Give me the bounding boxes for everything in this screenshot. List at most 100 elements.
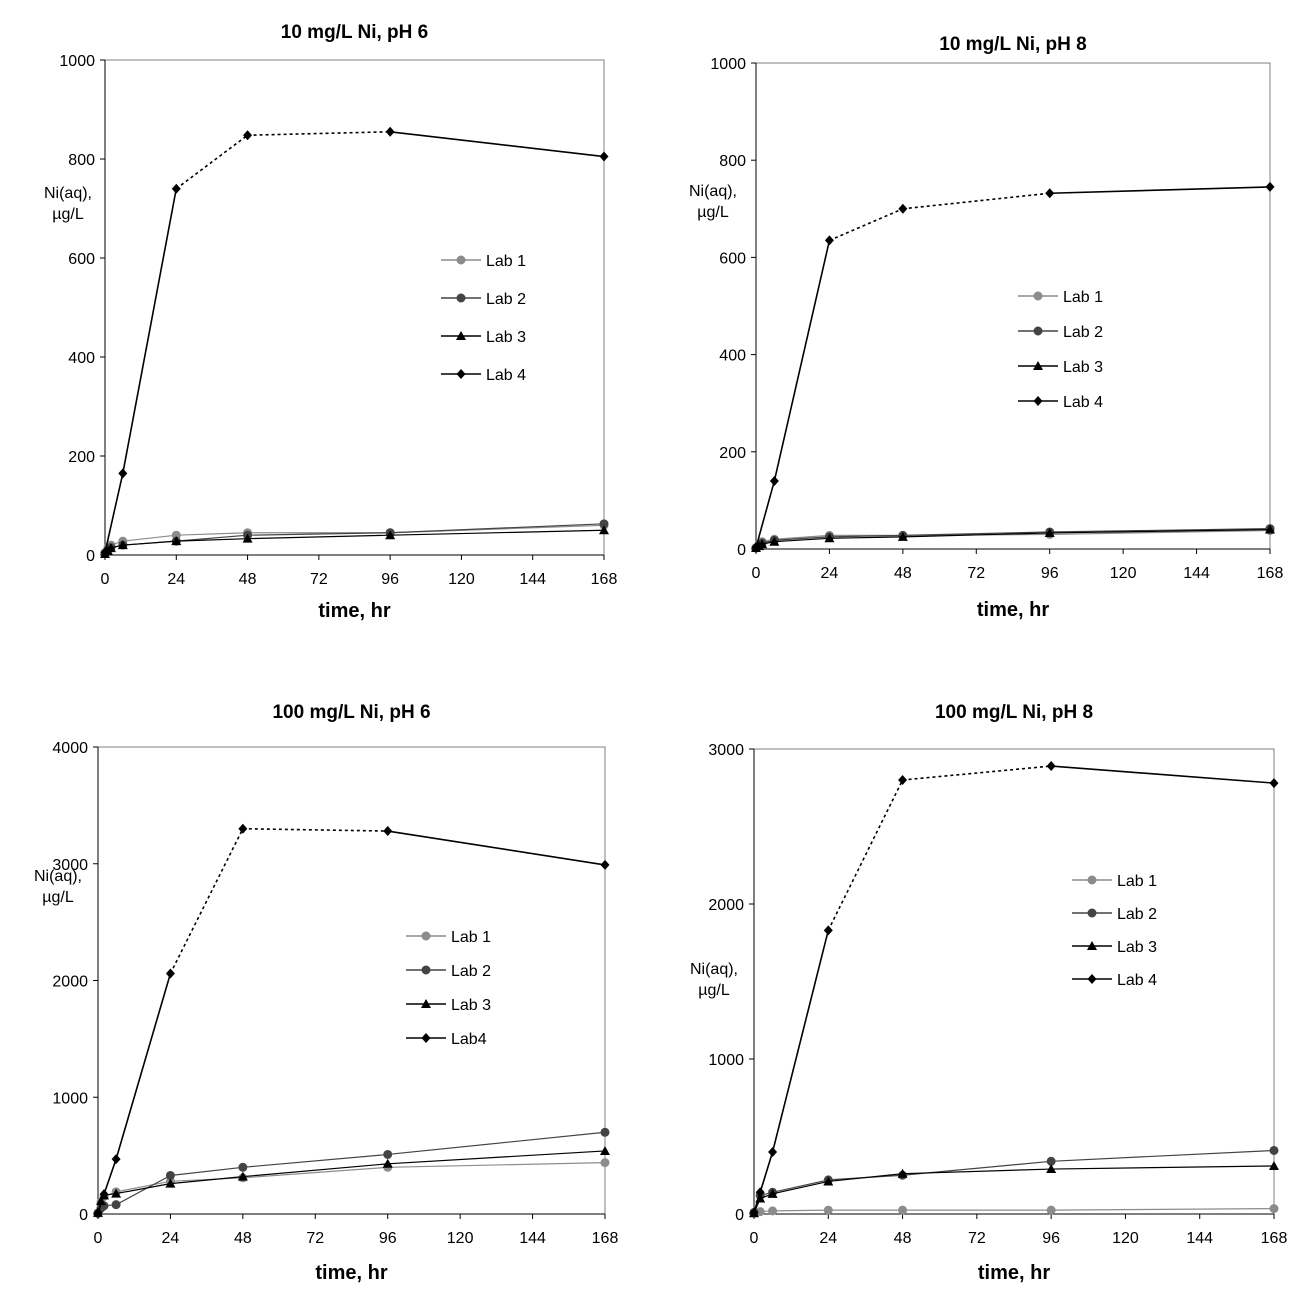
series-line-segment	[390, 523, 605, 534]
x-tick-label: 144	[1186, 1230, 1213, 1247]
series-line-segment	[1051, 765, 1275, 784]
data-point	[1269, 778, 1279, 789]
x-tick-label: 144	[1183, 565, 1210, 582]
data-point	[1269, 1204, 1279, 1214]
series-line-segment	[772, 1209, 829, 1212]
data-point	[105, 543, 116, 553]
x-tick-label: 168	[591, 571, 618, 588]
y-tick-label: 3000	[708, 742, 744, 759]
series-lab-4	[749, 761, 1279, 1218]
legend-marker	[421, 1033, 431, 1043]
data-point	[600, 1127, 610, 1137]
data-point	[383, 826, 393, 837]
series-line-segment	[774, 534, 830, 540]
data-point	[1269, 1160, 1279, 1170]
series-line-segment	[902, 765, 1052, 781]
series-lab-3	[100, 525, 609, 559]
data-point	[898, 1205, 908, 1215]
y-tick-label: 1000	[710, 56, 746, 73]
series-line-segment	[390, 130, 605, 158]
data-point	[823, 925, 833, 936]
series-line-segment	[772, 1180, 829, 1195]
chart-svg: 0 24 48 72 96 120 144 168 0 200 400 600 800 1000 10 mg…	[44, 22, 618, 622]
y-tick-label: 600	[68, 251, 95, 268]
series-line-segment	[247, 130, 391, 137]
y-axis-label: Ni(aq),	[34, 868, 82, 885]
y-axis-label: µg/L	[697, 204, 729, 221]
x-tick-label: 120	[448, 571, 475, 588]
series-line-segment	[242, 1166, 388, 1179]
series-line-segment	[755, 480, 776, 548]
series-line-segment	[759, 1151, 774, 1193]
series-line-segment	[175, 134, 249, 190]
legend-marker	[456, 255, 466, 265]
series-line-segment	[104, 473, 124, 553]
legend-marker	[1033, 396, 1043, 406]
legend-marker	[1087, 974, 1097, 984]
data-point	[897, 1168, 908, 1178]
legend-marker	[456, 369, 466, 379]
series-line-segment	[902, 192, 1050, 210]
data-point	[1046, 761, 1056, 772]
series-line-segment	[1051, 1149, 1275, 1162]
y-axis-label: µg/L	[42, 889, 74, 906]
data-point	[99, 1189, 109, 1200]
data-point	[165, 968, 175, 979]
x-tick-label: 24	[162, 1230, 180, 1247]
series-line-segment	[170, 1166, 243, 1177]
chart-panel-100mgl-ph8: 0 24 48 72 96 120 144 168 0 1000 2000 3000 100 mg/L …	[660, 676, 1290, 1290]
data-point	[1265, 181, 1275, 192]
series-line-segment	[115, 973, 172, 1160]
series-line-segment	[247, 532, 391, 536]
x-tick-label: 168	[1257, 565, 1284, 582]
data-point	[111, 1188, 122, 1198]
data-point	[117, 540, 128, 550]
x-tick-label: 24	[819, 1230, 837, 1247]
x-axis-label: time, hr	[978, 1262, 1050, 1284]
series-line-segment	[122, 534, 177, 542]
data-point	[823, 1176, 834, 1186]
data-point	[1046, 1205, 1056, 1215]
chart-svg: 0 24 48 72 96 120 144 168 0 200 400 600 800 1000 10 mg…	[689, 34, 1284, 621]
y-tick-label: 1000	[708, 1052, 744, 1069]
x-tick-label: 96	[1041, 565, 1059, 582]
legend-entry: Lab4	[451, 1031, 487, 1048]
legend-marker	[421, 931, 431, 941]
x-tick-label: 0	[750, 1230, 759, 1247]
y-tick-label: 800	[719, 153, 746, 170]
legend-entry: Lab 3	[451, 997, 491, 1014]
data-point	[243, 130, 253, 141]
series-line-segment	[772, 1179, 829, 1193]
y-tick-label: 1000	[59, 53, 95, 70]
data-point	[599, 151, 609, 162]
series-lab-3	[93, 1145, 610, 1217]
series-line-segment	[902, 531, 1050, 536]
legend: Lab 1 Lab 2 Lab 3 Lab4	[406, 929, 491, 1048]
y-axis-label: µg/L	[698, 982, 730, 999]
plot-area	[104, 59, 605, 556]
legend-entry: Lab 3	[1117, 939, 1157, 956]
data-point	[385, 126, 395, 137]
y-tick-label: 0	[86, 548, 95, 565]
data-point	[767, 1188, 778, 1198]
legend-entry: Lab 2	[1117, 906, 1157, 923]
series-line-segment	[242, 1163, 388, 1178]
y-tick-label: 800	[68, 152, 95, 169]
x-tick-label: 48	[234, 1230, 252, 1247]
y-tick-label: 0	[737, 542, 746, 559]
series-line-segment	[1049, 186, 1271, 195]
series-line-segment	[387, 830, 606, 866]
y-axis-label: Ni(aq),	[44, 185, 92, 202]
data-point	[1046, 1164, 1057, 1174]
x-axis-label: time, hr	[315, 1262, 387, 1284]
legend: Lab 1 Lab 2 Lab 3 Lab 4	[441, 253, 526, 384]
series-lab4	[93, 823, 610, 1218]
y-tick-label: 600	[719, 250, 746, 267]
legend-marker	[421, 965, 431, 975]
legend-marker	[456, 331, 466, 340]
y-axis-label: µg/L	[52, 206, 84, 223]
data-point	[171, 183, 181, 194]
plot-area	[753, 748, 1275, 1215]
series-lab-3	[751, 524, 1275, 553]
data-point	[755, 1187, 765, 1198]
